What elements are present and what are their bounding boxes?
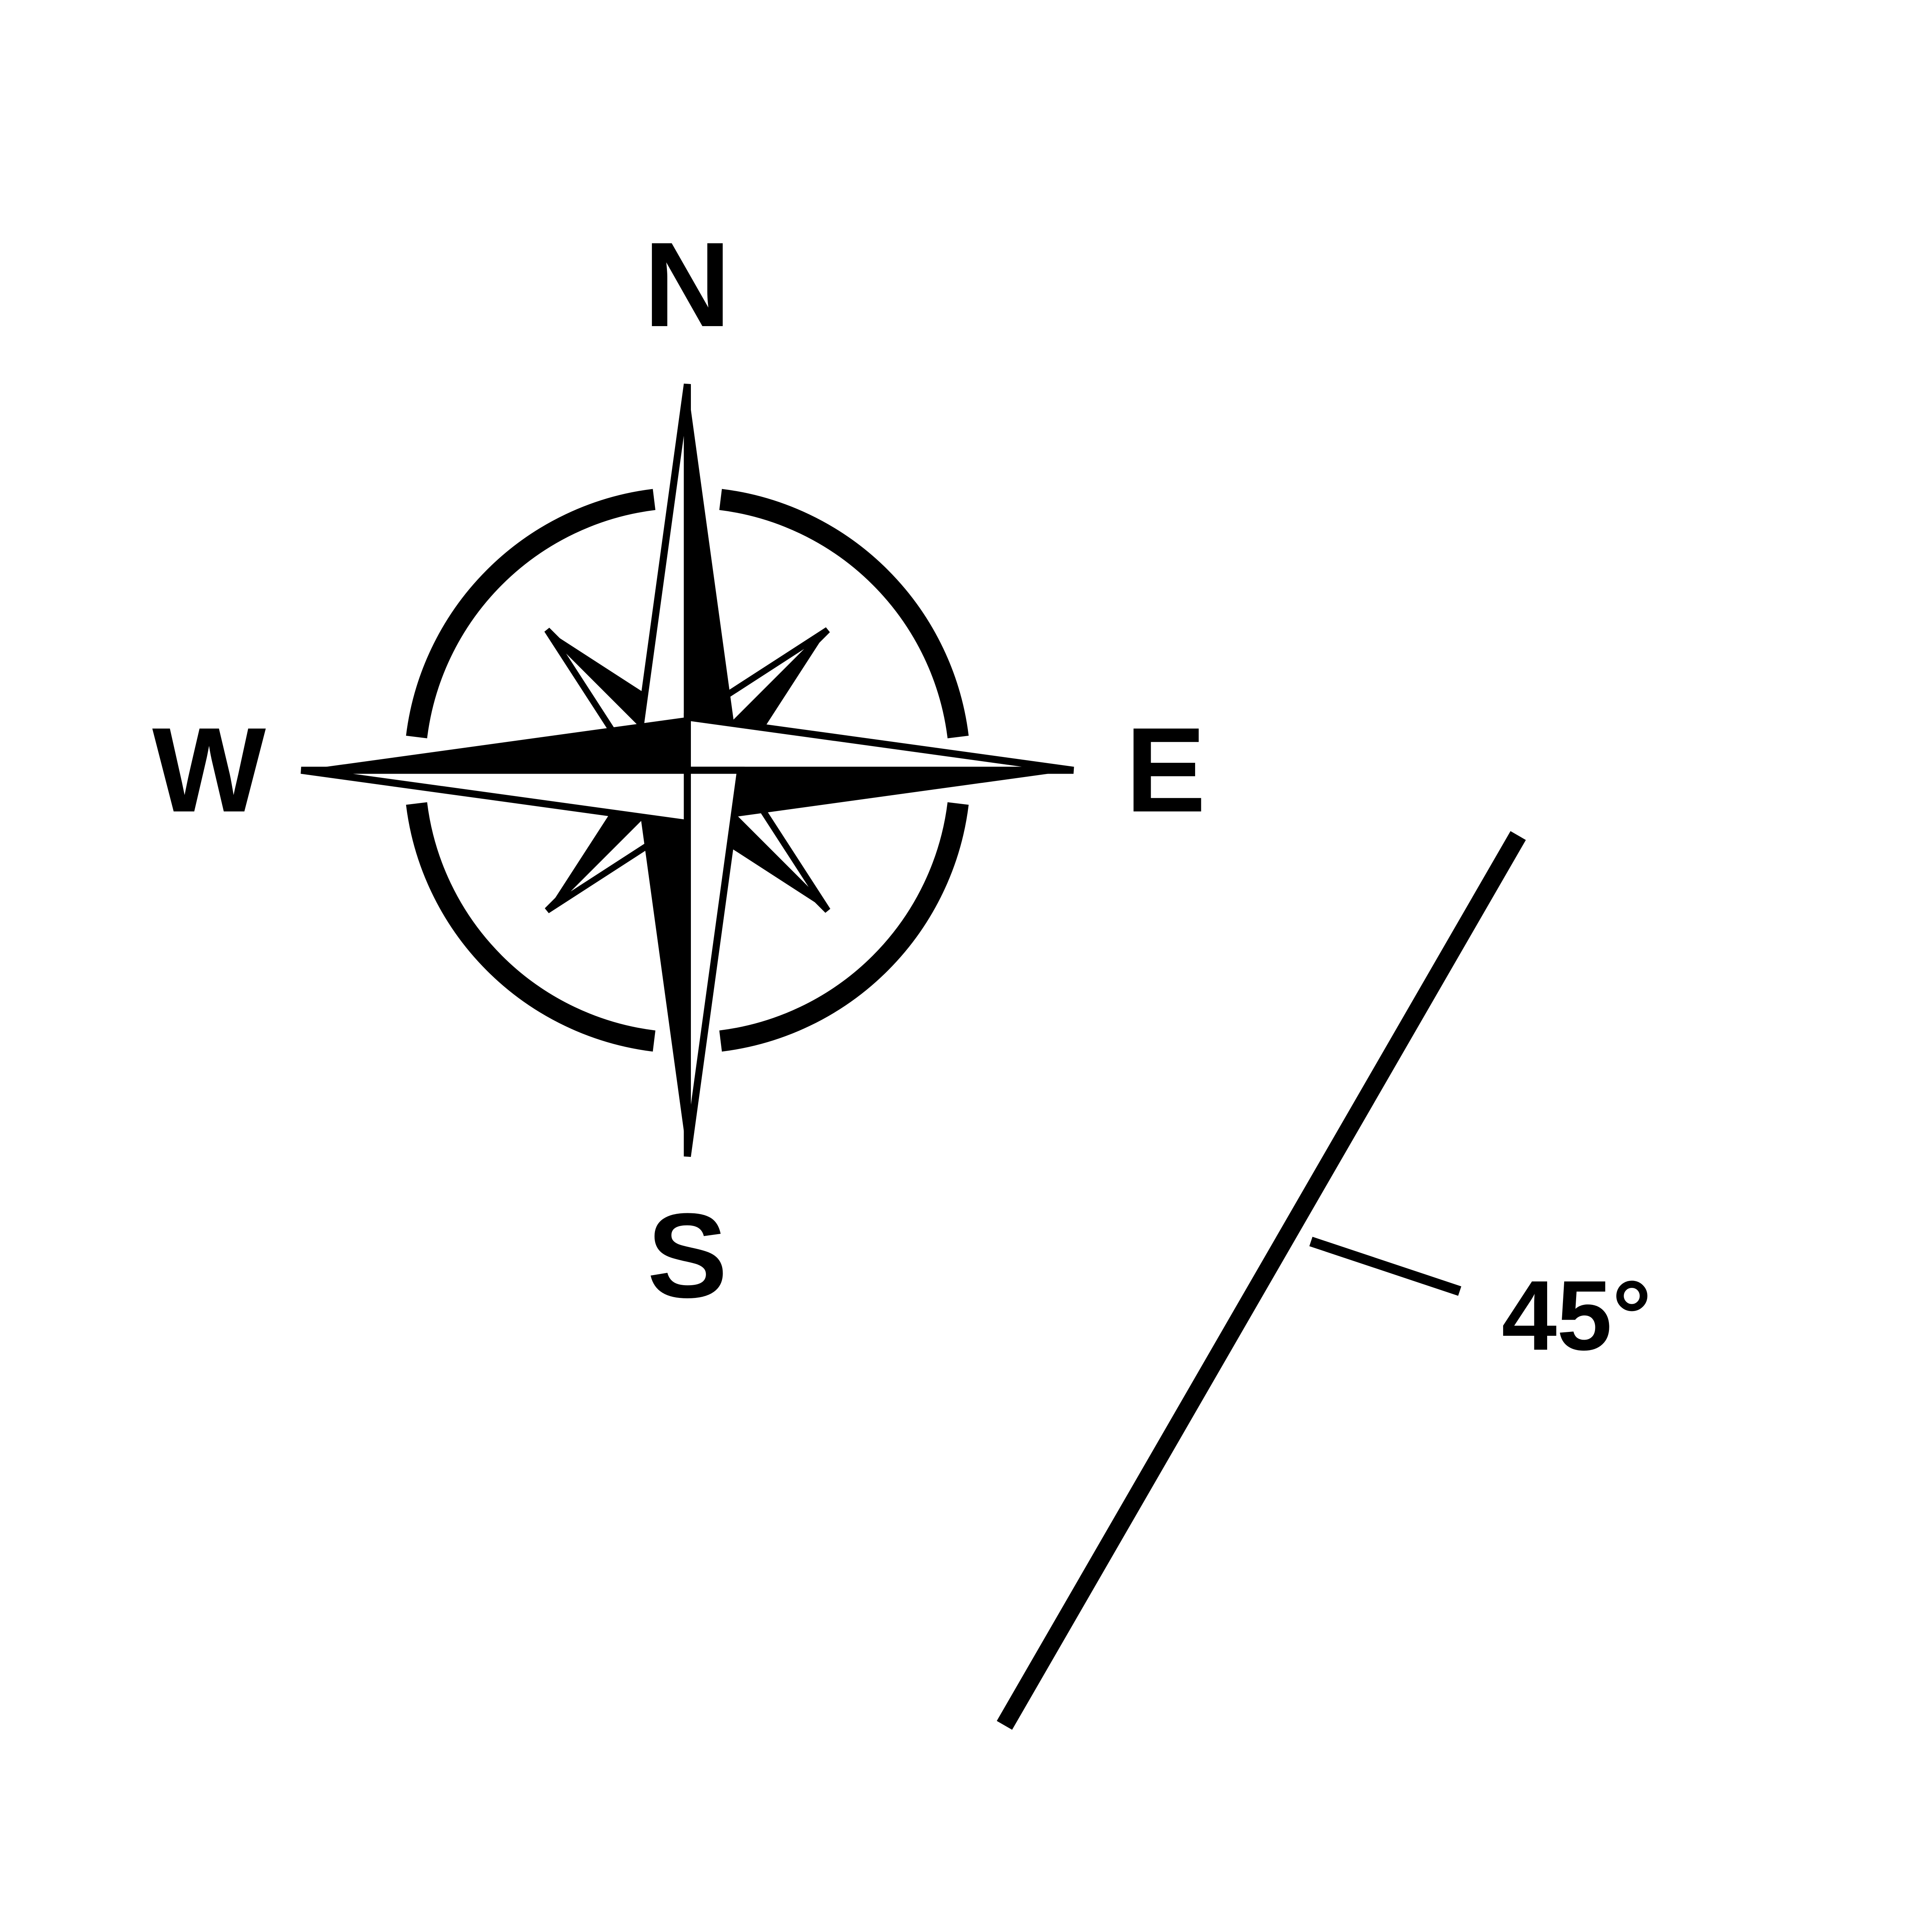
- angle-label: 45°: [1502, 1259, 1651, 1372]
- bearing-line: [0, 0, 1932, 1932]
- diagram-canvas: N E S W 45°: [0, 0, 1932, 1932]
